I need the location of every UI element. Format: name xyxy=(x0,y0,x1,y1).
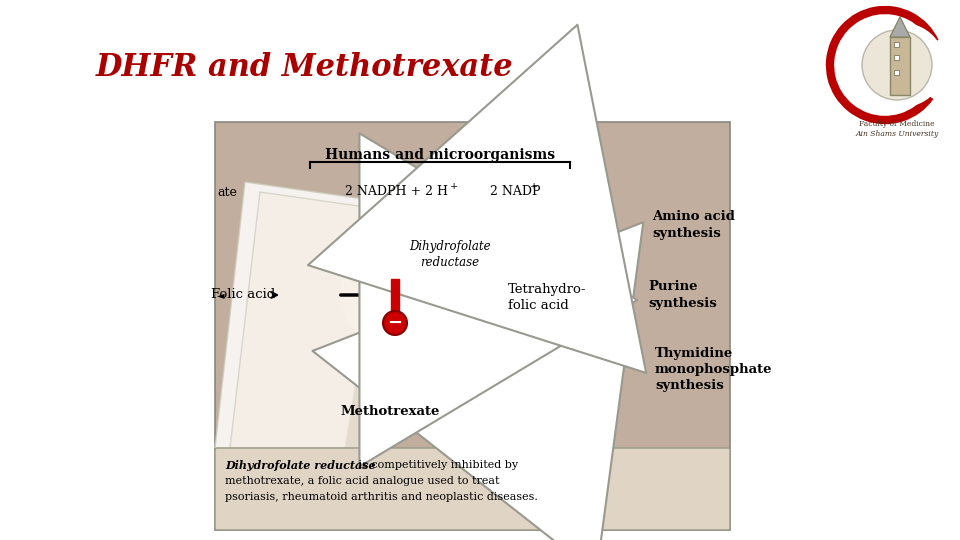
Bar xyxy=(894,55,899,60)
Polygon shape xyxy=(890,17,910,37)
Bar xyxy=(391,279,399,311)
Text: 2 NADPH + 2 H: 2 NADPH + 2 H xyxy=(345,185,448,198)
Bar xyxy=(894,42,899,47)
Text: Thymidine
monophosphate
synthesis: Thymidine monophosphate synthesis xyxy=(655,348,773,393)
Polygon shape xyxy=(215,182,385,448)
Bar xyxy=(894,70,899,75)
Text: +: + xyxy=(450,182,458,191)
Text: Tetrahydro-
folic acid: Tetrahydro- folic acid xyxy=(508,283,587,312)
Text: Folic acid: Folic acid xyxy=(211,288,275,301)
Circle shape xyxy=(862,30,932,100)
Text: ate: ate xyxy=(217,186,237,199)
Bar xyxy=(890,37,910,95)
Circle shape xyxy=(383,311,407,335)
Text: is competitively inhibited by: is competitively inhibited by xyxy=(355,460,518,470)
Polygon shape xyxy=(230,192,400,448)
Text: Purine
synthesis: Purine synthesis xyxy=(648,280,717,309)
Text: ◄: ◄ xyxy=(217,290,225,300)
Text: Dihydrofolate reductase: Dihydrofolate reductase xyxy=(225,460,375,471)
Text: +: + xyxy=(530,182,539,191)
Circle shape xyxy=(861,23,945,107)
Text: Humans and microorganisms: Humans and microorganisms xyxy=(324,148,555,162)
Text: Dihydrofolate
reductase: Dihydrofolate reductase xyxy=(409,240,491,269)
FancyBboxPatch shape xyxy=(215,448,730,530)
Text: Ain Shams University: Ain Shams University xyxy=(855,130,939,138)
Text: 2 NADP: 2 NADP xyxy=(490,185,540,198)
Text: Faculty of Medicine: Faculty of Medicine xyxy=(859,120,935,128)
Text: −: − xyxy=(388,314,402,332)
Text: psoriasis, rheumatoid arthritis and neoplastic diseases.: psoriasis, rheumatoid arthritis and neop… xyxy=(225,492,538,502)
Bar xyxy=(215,122,730,530)
Text: Methotrexate: Methotrexate xyxy=(340,405,440,418)
Text: DHFR and Methotrexate: DHFR and Methotrexate xyxy=(96,52,514,84)
Ellipse shape xyxy=(340,240,460,350)
Text: Amino acid
synthesis: Amino acid synthesis xyxy=(652,211,734,240)
Text: methotrexate, a folic acid analogue used to treat: methotrexate, a folic acid analogue used… xyxy=(225,476,499,486)
